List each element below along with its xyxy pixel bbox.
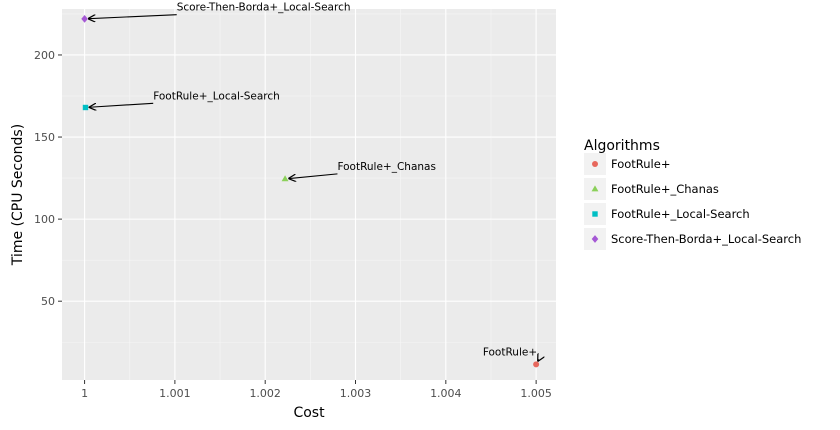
x-tick-label: 1.004 bbox=[430, 387, 462, 400]
legend-label: FootRule+ bbox=[611, 157, 670, 171]
legend-title: Algorithms bbox=[584, 138, 660, 154]
legend-symbol bbox=[592, 211, 598, 217]
annotations: FootRule+ FootRule+_Chanas FootRule+_Local… bbox=[89, 2, 539, 361]
data-points bbox=[81, 14, 540, 368]
annotation-arrow bbox=[89, 14, 177, 19]
major-gridlines bbox=[62, 9, 556, 380]
data-point bbox=[281, 175, 289, 182]
x-tick-label: 1.003 bbox=[340, 387, 372, 400]
y-tick-label: 100 bbox=[34, 213, 55, 226]
legend-label: Score-Then-Borda+_Local-Search bbox=[611, 232, 801, 246]
annotation-label: FootRule+ bbox=[483, 346, 537, 358]
x-tick-label: 1.002 bbox=[249, 387, 281, 400]
x-tick-label: 1 bbox=[81, 387, 88, 400]
annotation-label: FootRule+_Local-Search bbox=[153, 90, 280, 102]
y-tick-label: 200 bbox=[34, 49, 55, 62]
legend-label: FootRule+_Chanas bbox=[611, 182, 719, 196]
data-point bbox=[82, 104, 89, 111]
x-axis: 1 1.001 1.002 1.003 1.004 1.005 bbox=[81, 380, 552, 400]
x-tick-label: 1.001 bbox=[159, 387, 191, 400]
x-axis-title: Cost bbox=[293, 405, 325, 421]
y-axis: 50 100 150 200 bbox=[34, 49, 62, 308]
annotation-arrow bbox=[289, 173, 338, 179]
legend-symbol bbox=[592, 161, 598, 167]
y-tick-label: 150 bbox=[34, 131, 55, 144]
data-point bbox=[81, 14, 88, 23]
legend: Algorithms FootRule+ FootRule+_Chanas Foot… bbox=[584, 138, 801, 250]
y-axis-title: Time (CPU Seconds) bbox=[10, 124, 26, 266]
y-tick-label: 50 bbox=[41, 295, 55, 308]
minor-gridlines bbox=[62, 9, 556, 380]
annotation-arrow bbox=[538, 359, 539, 361]
annotation-label: FootRule+_Chanas bbox=[337, 161, 436, 173]
legend-label: FootRule+_Local-Search bbox=[611, 207, 750, 221]
data-point bbox=[533, 361, 540, 368]
annotation-arrow bbox=[89, 102, 154, 107]
plot-panel bbox=[62, 9, 556, 380]
legend-symbol bbox=[591, 185, 599, 192]
annotation-label: Score-Then-Borda+_Local-Search bbox=[177, 2, 351, 14]
legend-symbol bbox=[591, 235, 599, 243]
x-tick-label: 1.005 bbox=[520, 387, 552, 400]
